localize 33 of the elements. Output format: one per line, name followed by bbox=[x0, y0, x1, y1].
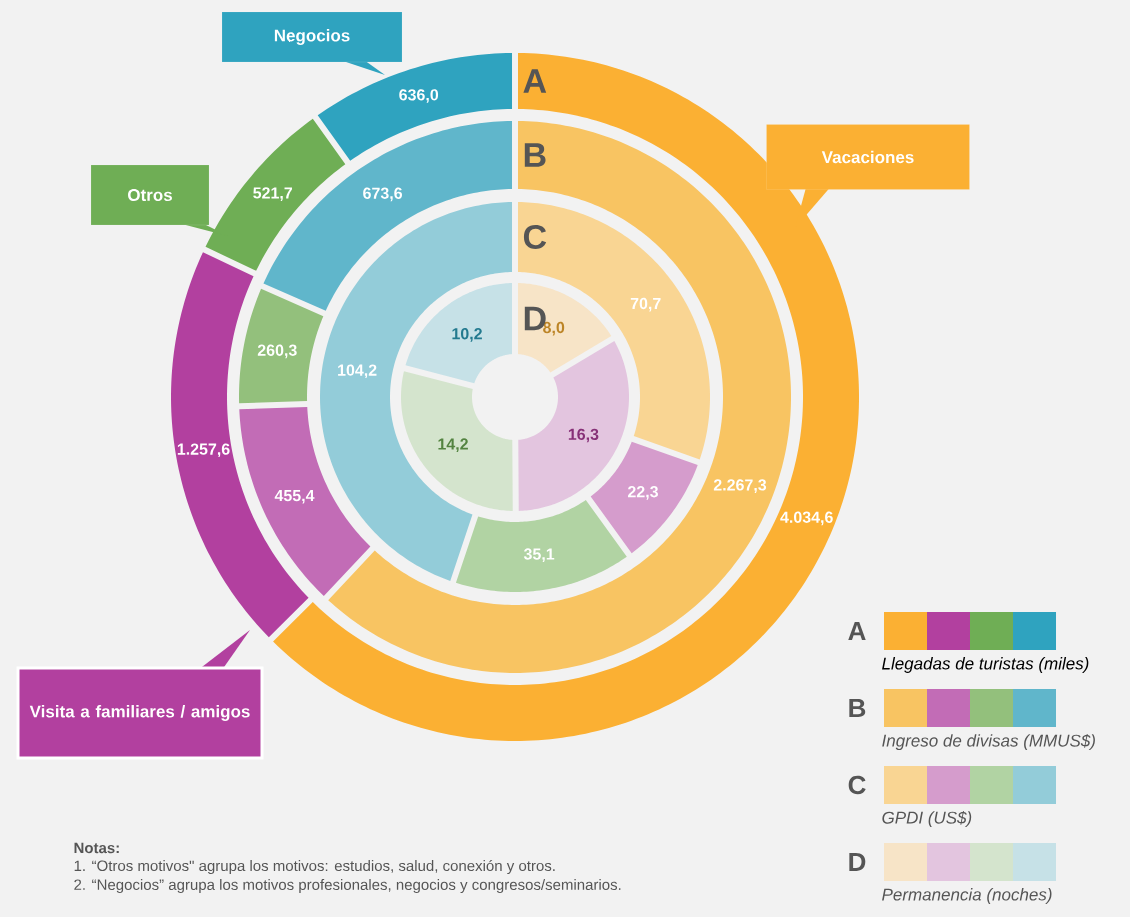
data-label: 636,0 bbox=[399, 89, 439, 103]
data-label: 4.034,6 bbox=[780, 511, 833, 526]
text: B bbox=[849, 699, 866, 717]
text: Notas: bbox=[74, 842, 119, 854]
data-label: 1.257,6 bbox=[177, 443, 230, 458]
slice-label: Visita a familiares / amigos bbox=[29, 705, 250, 721]
slice-label: Otros bbox=[128, 188, 172, 202]
legend-label: GPDI (US$) bbox=[882, 810, 972, 828]
text: 2. “Negocios” agrupa los motivos profesionales, negocios y congresos/seminarios. bbox=[74, 878, 621, 893]
data-label: 70,7 bbox=[630, 297, 661, 312]
data-label: 10,2 bbox=[452, 328, 482, 342]
text: B bbox=[524, 143, 546, 167]
data-label: 521,7 bbox=[253, 187, 293, 201]
data-label: 2.267,3 bbox=[713, 479, 767, 493]
data-label: 104,2 bbox=[338, 364, 377, 379]
slice-label: Negocios bbox=[274, 29, 350, 45]
legend-label: Ingreso de divisas (MMUS$) bbox=[882, 733, 1095, 751]
data-label: 673,6 bbox=[363, 187, 403, 202]
slice-label: Vacaciones bbox=[821, 150, 914, 164]
data-label: 260,3 bbox=[257, 344, 297, 359]
data-label: 14,2 bbox=[438, 438, 468, 453]
data-label: 35,1 bbox=[523, 548, 555, 563]
data-label: 16,3 bbox=[568, 428, 599, 443]
text: C bbox=[523, 224, 547, 250]
text: D bbox=[849, 853, 866, 871]
text: A bbox=[523, 69, 547, 93]
text: C bbox=[848, 775, 866, 795]
legend-label: Llegadas de turistas (miles) bbox=[882, 657, 1089, 673]
data-label: 455,4 bbox=[274, 490, 315, 504]
data-label: 22,3 bbox=[627, 486, 658, 500]
text: 1. “Otros motivos" agrupa los motivos: estudios, salud, conexión y otros. bbox=[74, 859, 555, 875]
legend-label: Permanencia (noches) bbox=[882, 888, 1052, 904]
text: A bbox=[848, 622, 866, 640]
